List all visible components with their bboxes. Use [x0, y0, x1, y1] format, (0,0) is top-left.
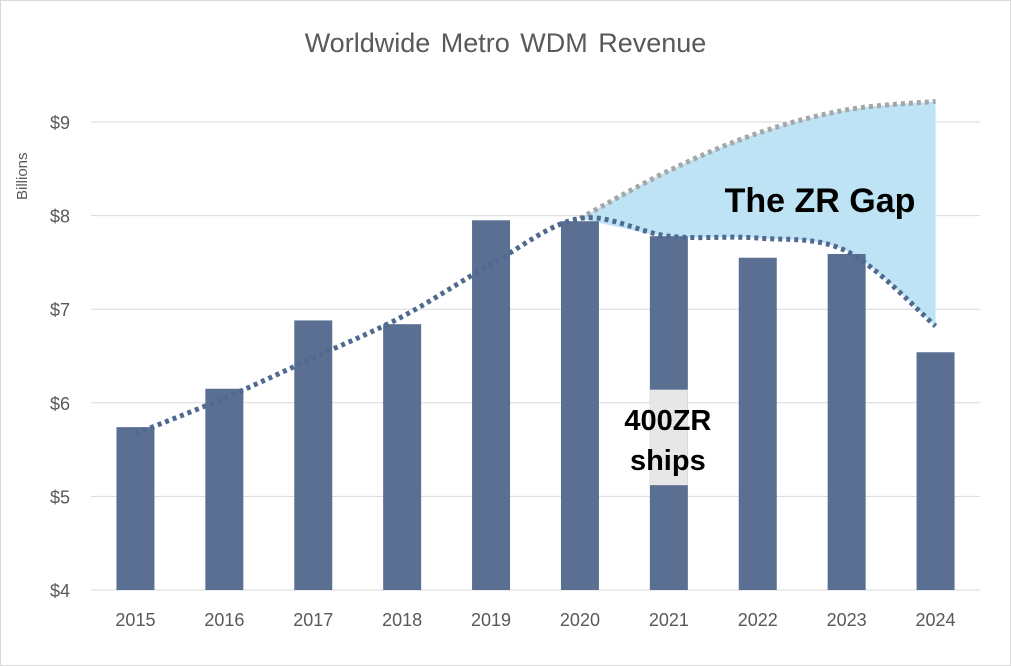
bar — [116, 427, 155, 590]
y-tick-label: $5 — [50, 487, 70, 507]
bar — [383, 324, 422, 590]
x-tick-label: 2021 — [649, 610, 689, 630]
x-tick-label: 2015 — [115, 610, 155, 630]
y-tick-label: $9 — [50, 113, 70, 133]
bar — [827, 253, 866, 590]
x-tick-label: 2022 — [738, 610, 778, 630]
x-tick-label: 2023 — [827, 610, 867, 630]
gap-annotation: The ZR Gap — [725, 182, 916, 220]
y-tick-label: $4 — [50, 581, 70, 601]
trend-line — [134, 215, 938, 437]
gap-area — [579, 101, 936, 327]
y-tick-label: $7 — [50, 300, 70, 320]
bar — [738, 257, 777, 590]
x-tick-label: 2017 — [293, 610, 333, 630]
gap-area-fill — [579, 101, 936, 327]
x-tick-label: 2020 — [560, 610, 600, 630]
ship-label-background — [649, 389, 688, 486]
ship-annotation-line2: ships — [630, 445, 706, 477]
bar — [916, 352, 955, 590]
chart-title: Worldwide Metro WDM Revenue — [304, 28, 707, 58]
labels: $4 $5 $6 $7 $8 $9 2015 2016 2017 2018 2019 2020 2021… — [50, 113, 956, 630]
bars — [116, 220, 955, 590]
bar — [560, 221, 599, 590]
ship-annotation-line1: 400ZR — [624, 405, 711, 437]
y-tick-label: $6 — [50, 394, 70, 414]
bar — [294, 320, 333, 590]
bar — [472, 220, 511, 590]
x-tick-label: 2016 — [204, 610, 244, 630]
ship-annotation — [649, 389, 688, 486]
x-tick-label: 2024 — [916, 610, 956, 630]
y-tick-label: $8 — [50, 207, 70, 227]
x-tick-label: 2018 — [382, 610, 422, 630]
x-tick-label: 2019 — [471, 610, 511, 630]
bar — [205, 388, 244, 590]
